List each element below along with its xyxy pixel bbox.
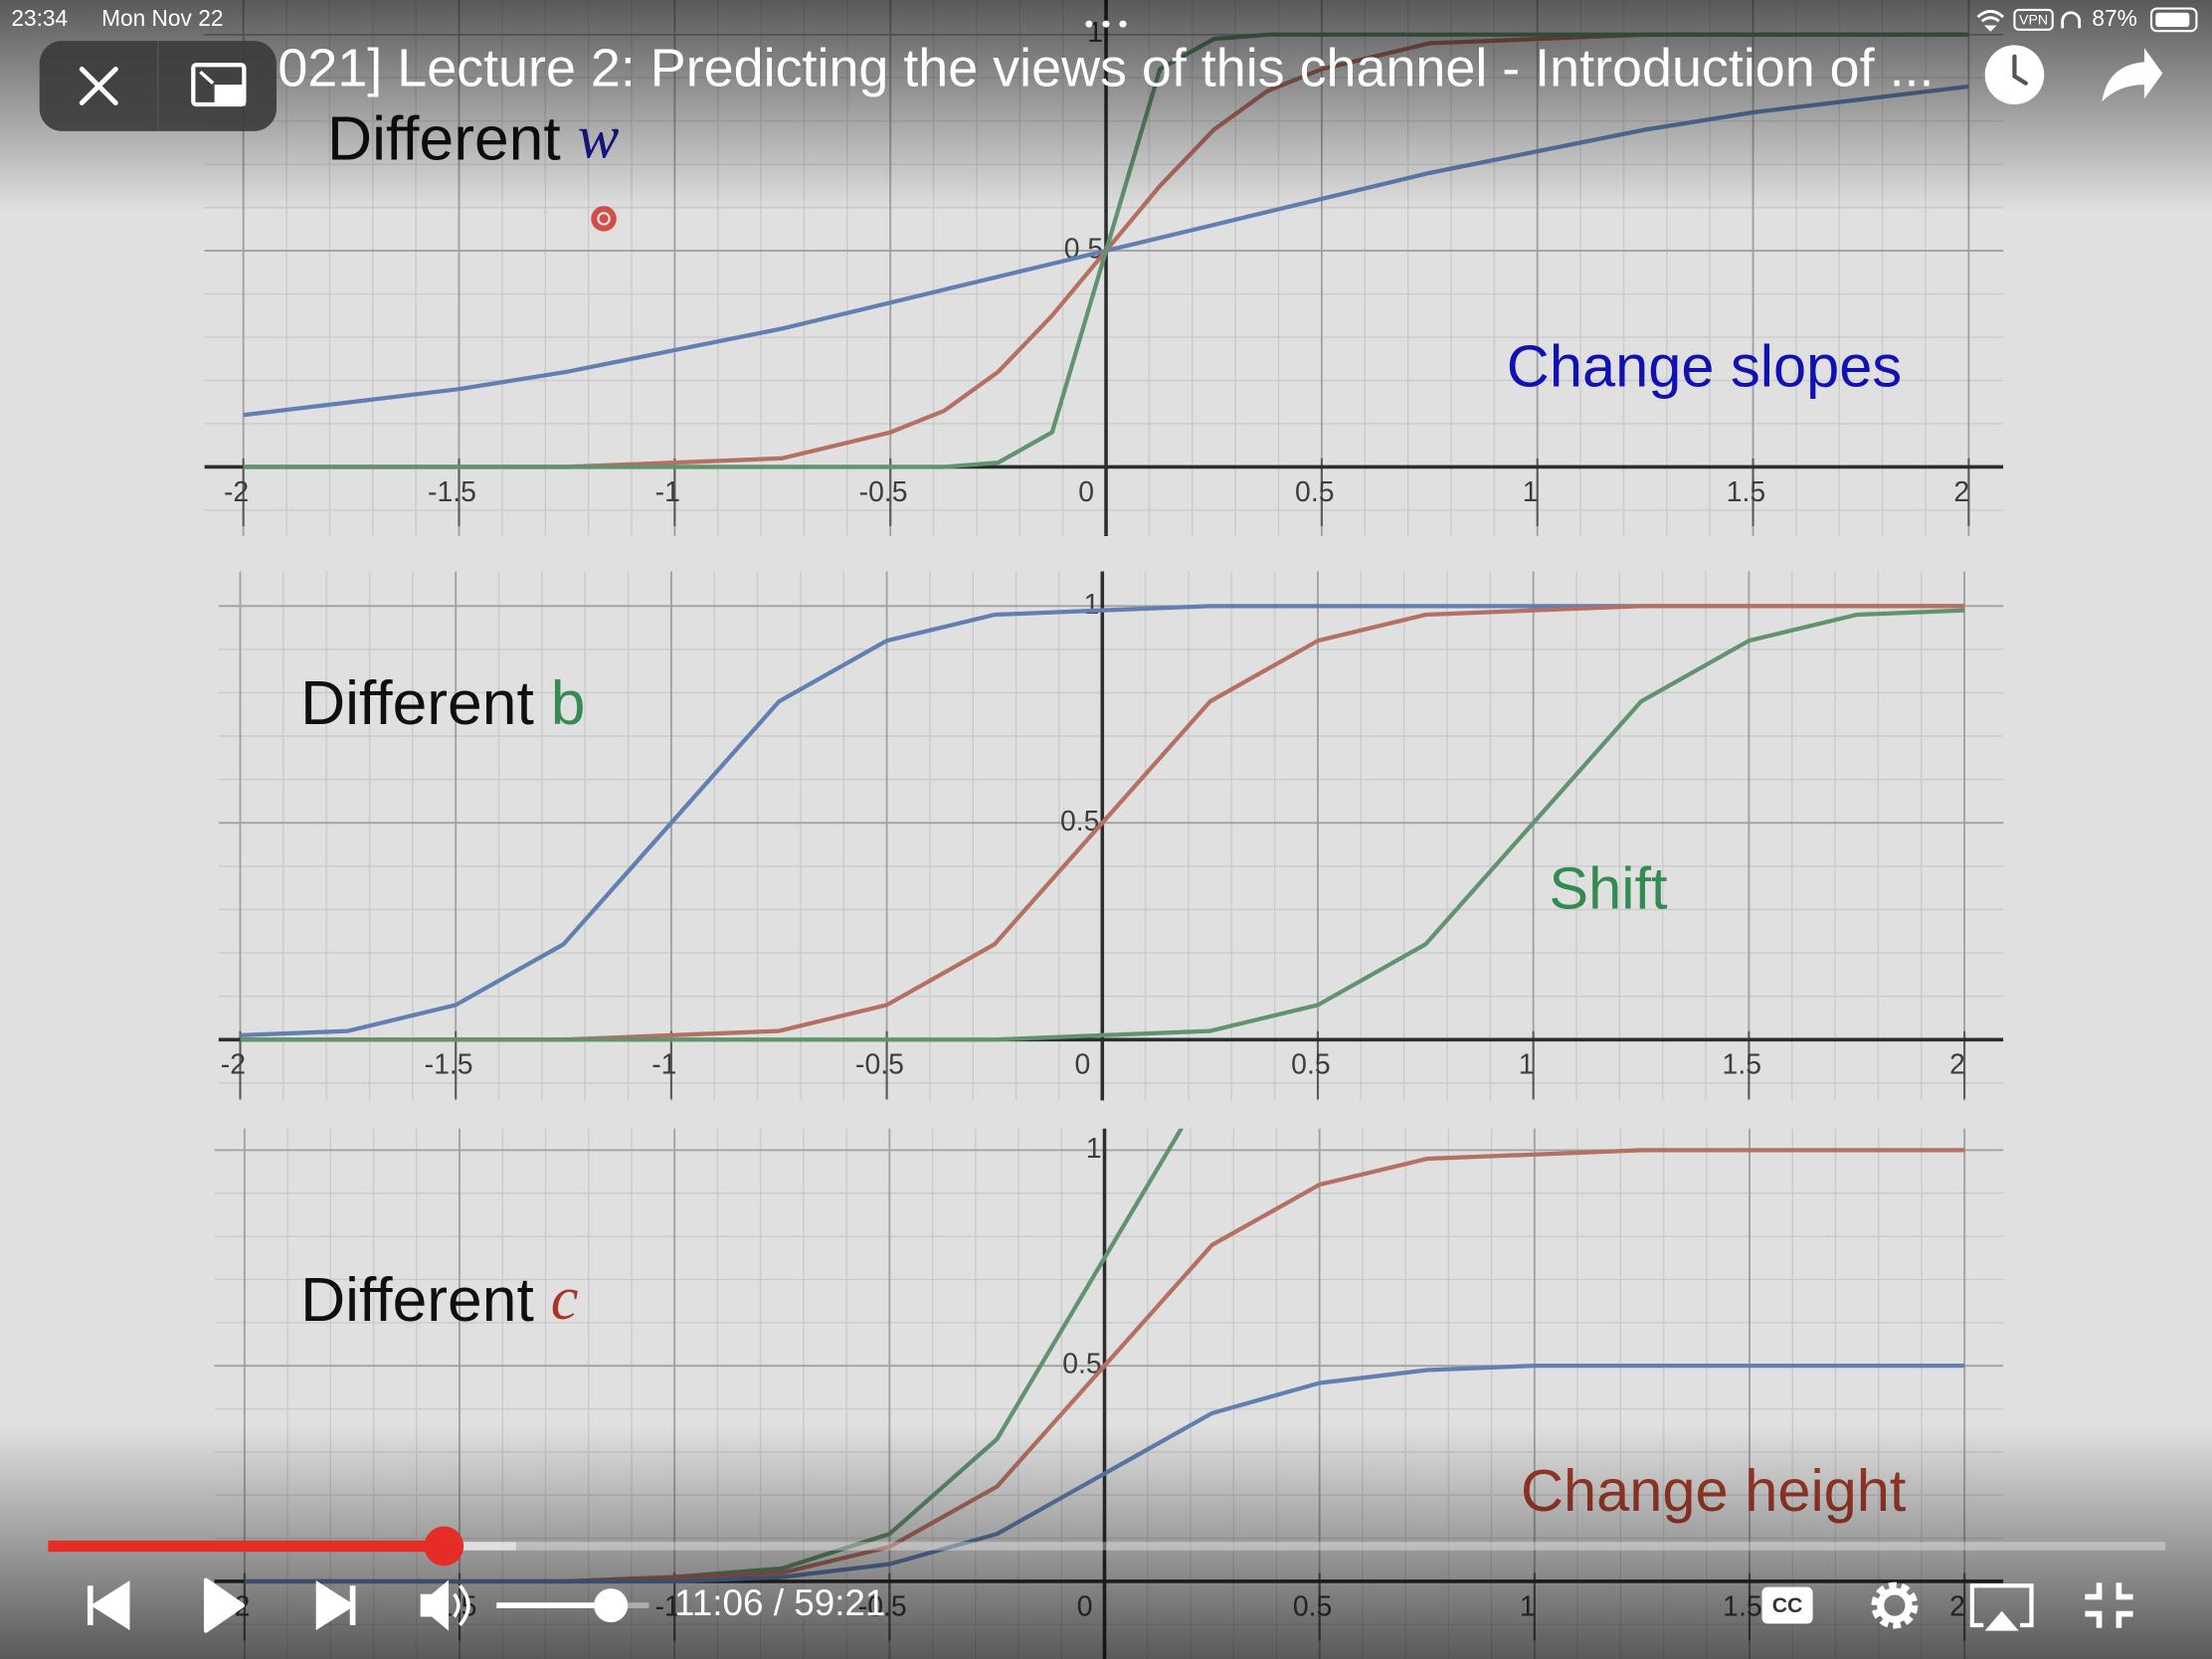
play-button[interactable]: [203, 1577, 246, 1633]
x-tick-label: -0.5: [859, 476, 908, 508]
time-display: 11:06 / 59:21: [674, 1582, 885, 1623]
top-shade: [0, 0, 2212, 212]
x-tick-label: 2: [1953, 476, 1969, 508]
x-tick-label: -1.5: [428, 476, 476, 508]
airplay-button[interactable]: [1969, 1583, 2034, 1631]
panel-title: Different b: [300, 670, 585, 739]
x-tick-label: -1: [655, 476, 680, 508]
exit-fullscreen-button[interactable]: [2085, 1582, 2133, 1628]
pip-arrow: [199, 71, 215, 86]
share-button[interactable]: [2102, 48, 2163, 102]
title-text: Different: [300, 1266, 534, 1335]
cc-button[interactable]: [1761, 1586, 1813, 1624]
volume-slider[interactable]: [496, 1588, 649, 1623]
title-symbol: c: [551, 1264, 579, 1333]
progress: [48, 1526, 516, 1567]
progress-track[interactable]: [48, 1542, 2166, 1551]
x-tick-label: -0.5: [855, 1049, 904, 1081]
dot: [1119, 20, 1127, 28]
x-tick-label: 0.5: [1291, 1049, 1330, 1081]
x-tick-label: 2: [1949, 1049, 1965, 1081]
status-time: 23:34: [11, 5, 68, 31]
sound-waves: [453, 1584, 470, 1627]
vpn-badge: [2013, 8, 2054, 31]
volume-knob: [594, 1588, 629, 1623]
cc-label: CC: [1772, 1593, 1803, 1617]
y-tick-label: 1: [1086, 1133, 1102, 1165]
watch-later-button[interactable]: [1984, 45, 2045, 104]
panel-note: Change slopes: [1507, 333, 1902, 400]
x-tick-label: 1: [1523, 476, 1539, 508]
title-symbol: b: [551, 670, 586, 739]
x-tick-label: -1.5: [425, 1049, 473, 1081]
pip-window: [214, 85, 246, 106]
pip-button[interactable]: [191, 63, 247, 107]
panel-note: Shift: [1549, 855, 1668, 922]
gear-teeth: [1871, 1581, 1919, 1629]
settings-button[interactable]: [1871, 1581, 1919, 1629]
battery-percent: 87%: [2092, 5, 2136, 31]
battery-icon: [2149, 7, 2198, 33]
speaker: [420, 1579, 450, 1631]
x-tick-label: 0.5: [1295, 476, 1334, 508]
title-text: Different: [300, 670, 534, 739]
airplay-arrow: [1984, 1610, 2019, 1631]
x-tick-label: -2: [224, 476, 249, 508]
dot: [1102, 20, 1110, 28]
x-tick-label: 1.5: [1727, 476, 1765, 508]
x-tick-label: 0: [1075, 1049, 1091, 1081]
battery-level: [2155, 12, 2190, 27]
headphone-icon: [2061, 11, 2082, 29]
pointer-ring: [597, 212, 611, 226]
scrubber: [424, 1526, 464, 1567]
video-title: 021] Lecture 2: Predicting the views of …: [277, 39, 1934, 98]
x-tick-label: 0: [1078, 476, 1094, 508]
airplay-screen: [1969, 1583, 2034, 1628]
x-tick-label: 1.5: [1723, 1049, 1761, 1081]
dot: [1085, 20, 1093, 28]
volume-level: [496, 1602, 612, 1608]
previous-button[interactable]: [87, 1580, 130, 1631]
panel-title: Different c: [300, 1264, 579, 1335]
close-button[interactable]: [79, 67, 118, 106]
mute-button[interactable]: [420, 1579, 470, 1631]
x-tick-label: -2: [221, 1049, 246, 1081]
curve: [240, 608, 1965, 1042]
vpn-label: VPN: [2019, 12, 2048, 28]
status-date: Mon Nov 22: [101, 5, 223, 31]
wifi-icon: [1976, 9, 2005, 32]
x-tick-label: -1: [651, 1049, 676, 1081]
played-bar: [48, 1540, 445, 1553]
gear-ring: [1877, 1587, 1913, 1623]
clock-hands: [2012, 54, 2028, 86]
x-tick-label: 1: [1519, 1049, 1535, 1081]
next-button[interactable]: [315, 1580, 356, 1631]
pointer: [591, 206, 617, 232]
